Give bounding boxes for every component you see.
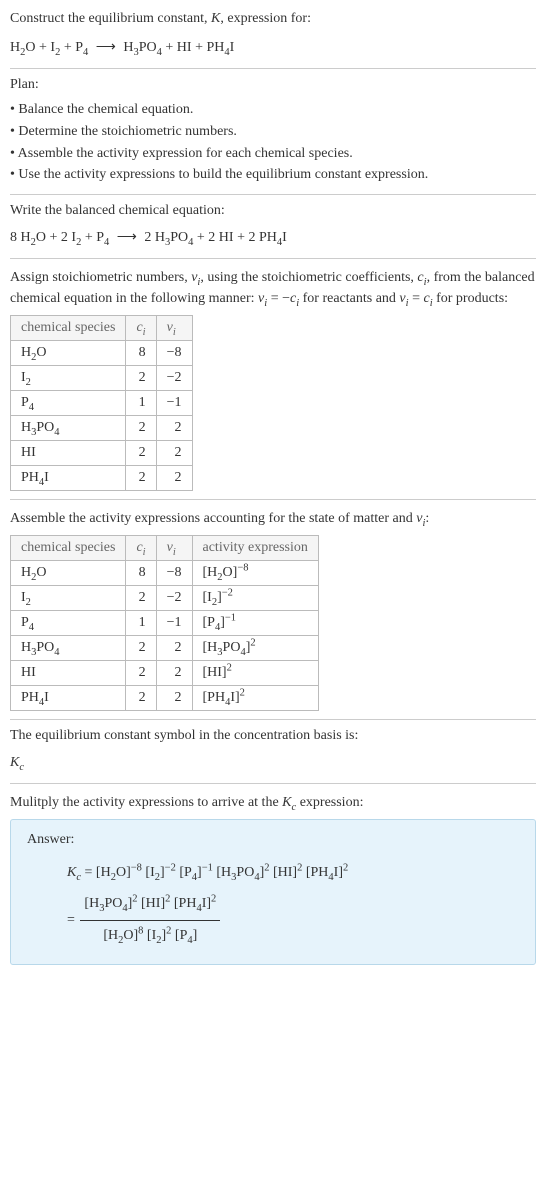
k: K <box>282 795 291 810</box>
prompt-text-2: , expression for: <box>220 11 311 26</box>
t: : <box>425 511 429 526</box>
plan-item: Assemble the activity expression for eac… <box>10 143 536 165</box>
table-row: I22−2[I2]−2 <box>11 586 319 611</box>
kc-symbol-text: The equilibrium constant symbol in the c… <box>10 728 536 744</box>
sub-c: c <box>19 762 24 773</box>
table-row: P41−1 <box>11 391 193 416</box>
t: expression: <box>296 795 363 810</box>
divider <box>10 258 536 259</box>
t: = <box>409 291 424 306</box>
table-row: P41−1[P4]−1 <box>11 611 319 636</box>
multiply-text: Mulitply the activity expressions to arr… <box>10 792 536 813</box>
k-symbol: K <box>211 11 220 26</box>
t: for reactants and <box>299 291 399 306</box>
divider <box>10 499 536 500</box>
unbalanced-equation: H2O + I2 + P4 ⟶ H3PO4 + HI + PH4I <box>10 35 536 60</box>
table-row: HI22 <box>11 441 193 466</box>
table-row: I22−2 <box>11 366 193 391</box>
plan-item: Determine the stoichiometric numbers. <box>10 121 536 143</box>
t: Mulitply the activity expressions to arr… <box>10 795 282 810</box>
table-row: PH4I22 <box>11 466 193 491</box>
stoich-text: Assign stoichiometric numbers, νi, using… <box>10 267 536 309</box>
plan-item: Balance the chemical equation. <box>10 99 536 121</box>
table-row: H2O8−8[H2O]−8 <box>11 561 319 586</box>
stoich-table: chemical speciesciνiH2O8−8I22−2P41−1H3PO… <box>10 315 193 491</box>
prompt-text-1: Construct the equilibrium constant, <box>10 11 211 26</box>
k: K <box>10 755 19 770</box>
t: = − <box>267 291 290 306</box>
answer-line2: = [H3PO4]2 [HI]2 [PH4I]2 [H2O]8 [I2]2 [P… <box>27 889 519 952</box>
t: , using the stoichiometric coefficients, <box>200 270 417 285</box>
divider <box>10 719 536 720</box>
table-row: PH4I22[PH4I]2 <box>11 686 319 711</box>
divider <box>10 194 536 195</box>
activity-table: chemical speciesciνiactivity expressionH… <box>10 535 319 711</box>
t: Assemble the activity expressions accoun… <box>10 511 416 526</box>
plan-list: Balance the chemical equation.Determine … <box>10 99 536 186</box>
plan-heading: Plan: <box>10 77 536 93</box>
table-row: H3PO422[H3PO4]2 <box>11 636 319 661</box>
table-row: H3PO422 <box>11 416 193 441</box>
answer-box: Answer: Kc = [H2O]−8 [I2]−2 [P4]−1 [H3PO… <box>10 819 536 964</box>
balanced-equation: 8 H2O + 2 I2 + P4 ⟶ 2 H3PO4 + 2 HI + 2 P… <box>10 225 536 250</box>
divider <box>10 783 536 784</box>
table-row: H2O8−8 <box>11 341 193 366</box>
balanced-heading: Write the balanced chemical equation: <box>10 203 536 219</box>
t: Assign stoichiometric numbers, <box>10 270 191 285</box>
answer-line1: Kc = [H2O]−8 [I2]−2 [P4]−1 [H3PO4]2 [HI]… <box>27 858 519 889</box>
answer-label: Answer: <box>27 832 519 848</box>
plan-item: Use the activity expressions to build th… <box>10 164 536 186</box>
problem-prompt: Construct the equilibrium constant, K, e… <box>10 8 536 29</box>
t: for products: <box>433 291 508 306</box>
kc-symbol: Kc <box>10 750 536 775</box>
table-row: HI22[HI]2 <box>11 661 319 686</box>
divider <box>10 68 536 69</box>
activity-heading: Assemble the activity expressions accoun… <box>10 508 536 529</box>
